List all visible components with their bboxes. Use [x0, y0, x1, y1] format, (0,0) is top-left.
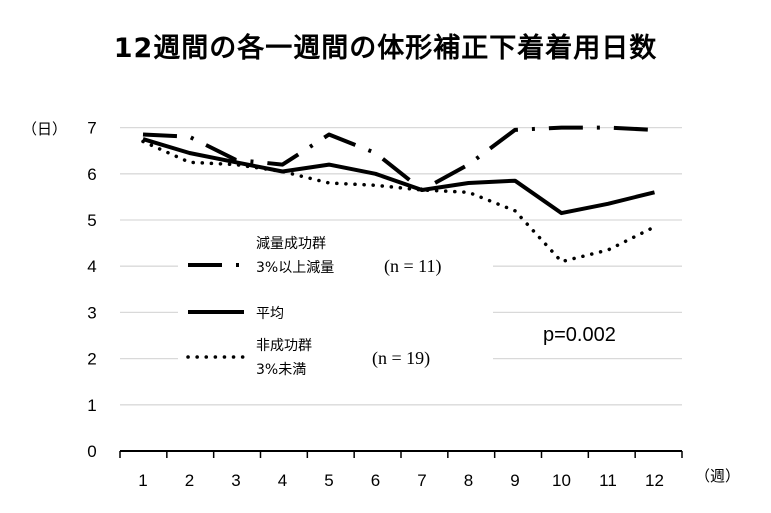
x-tick-label: 6	[371, 471, 380, 490]
y-tick-label: 6	[87, 165, 96, 184]
y-tick-label: 1	[87, 396, 96, 415]
x-tick-label: 7	[417, 471, 426, 490]
chart-title: 12週間の各一週間の体形補正下着着用日数	[113, 33, 658, 64]
x-tick-label: 1	[138, 471, 147, 490]
x-tick-label: 3	[231, 471, 240, 490]
x-axis-label: （週）	[695, 467, 740, 485]
legend-label-success: 3%以上減量	[256, 259, 334, 276]
legend-n-success: (n = 11)	[384, 256, 441, 277]
y-tick-label: 0	[87, 442, 96, 461]
legend-label-mean: 平均	[256, 306, 284, 322]
y-axis-label: （日）	[22, 120, 67, 138]
y-tick-label: 3	[87, 303, 96, 322]
y-tick-label: 4	[87, 257, 96, 276]
x-tick-label: 10	[552, 471, 571, 490]
x-tick-label: 12	[645, 471, 664, 490]
legend-n-nonsuccess: (n = 19)	[372, 348, 430, 369]
series-lines	[141, 125, 657, 264]
legend-background	[178, 232, 493, 382]
x-tick-label: 11	[599, 471, 617, 490]
x-tick-label: 8	[464, 471, 473, 490]
p-value-annotation: p=0.002	[543, 324, 616, 346]
legend-label-nonsuccess: 3%未満	[256, 362, 306, 378]
legend-label-success: 減量成功群	[256, 235, 326, 252]
series-line-success	[142, 125, 655, 192]
series-line-nonsuccess	[141, 139, 657, 264]
y-tick-label: 7	[87, 119, 96, 138]
legend-label-nonsuccess: 非成功群	[256, 338, 312, 354]
x-tick-label: 4	[278, 471, 287, 490]
x-tick-label: 5	[324, 471, 333, 490]
y-tick-label: 5	[87, 211, 96, 230]
series-line-mean	[142, 137, 655, 216]
x-tick-label: 9	[510, 471, 519, 490]
x-tick-label: 2	[185, 471, 194, 490]
y-tick-label: 2	[87, 350, 96, 369]
